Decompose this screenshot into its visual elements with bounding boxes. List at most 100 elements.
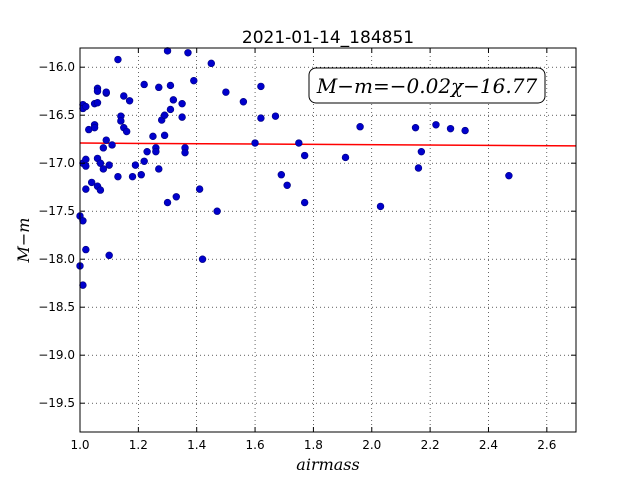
y-tick-label: −17.5 xyxy=(38,204,75,218)
x-tick-label: 2.4 xyxy=(479,438,498,452)
data-point xyxy=(376,202,385,211)
data-point xyxy=(114,172,122,181)
data-point xyxy=(140,157,148,165)
data-point xyxy=(122,127,131,136)
data-point xyxy=(181,148,189,157)
y-tick-label: −18.5 xyxy=(38,300,75,314)
y-tick-label: −19.5 xyxy=(38,396,75,410)
axis-ticks xyxy=(79,48,576,432)
fit-line xyxy=(79,142,577,147)
fit-line-layer xyxy=(79,142,577,147)
x-tick-label: 1.8 xyxy=(304,438,323,452)
data-point xyxy=(137,171,145,179)
data-point xyxy=(277,171,286,179)
data-point xyxy=(461,126,469,135)
data-point xyxy=(356,123,364,131)
y-tick-label: −16.0 xyxy=(38,60,75,74)
x-tick-label: 1.2 xyxy=(129,438,148,452)
grid-lines xyxy=(79,48,576,432)
data-point xyxy=(82,102,90,111)
data-point xyxy=(96,159,105,167)
x-tick-label: 1.4 xyxy=(187,438,206,452)
data-point xyxy=(446,124,455,133)
x-tick-label: 1.0 xyxy=(70,438,89,452)
data-point xyxy=(411,123,420,132)
x-tick-label: 2.2 xyxy=(421,438,440,452)
data-point xyxy=(213,207,221,215)
data-point xyxy=(82,155,90,164)
data-point xyxy=(505,171,513,180)
data-point xyxy=(239,98,248,106)
data-point xyxy=(152,147,160,156)
data-point xyxy=(222,88,230,96)
data-point xyxy=(120,92,128,100)
data-point xyxy=(102,88,110,96)
y-tick-label: −16.5 xyxy=(38,108,75,122)
y-tick-label: −19.0 xyxy=(38,348,75,362)
data-point xyxy=(257,114,265,122)
data-point xyxy=(190,76,198,85)
data-point xyxy=(271,112,280,120)
data-point xyxy=(257,82,265,91)
plot-frame xyxy=(79,47,577,433)
data-point xyxy=(102,136,110,144)
data-point xyxy=(163,198,172,207)
x-tick-labels: 1.0 1.2 1.4 1.6 1.8 2.0 2.2 2.4 2.6 xyxy=(70,438,556,452)
data-point xyxy=(79,217,87,225)
data-point xyxy=(143,147,151,156)
data-point xyxy=(172,193,180,201)
data-point xyxy=(207,59,215,68)
data-point xyxy=(184,49,192,57)
data-point xyxy=(341,153,350,162)
data-point xyxy=(300,151,309,160)
data-point xyxy=(295,139,303,147)
data-point xyxy=(125,97,134,105)
data-point xyxy=(105,161,113,169)
data-point xyxy=(166,105,175,114)
data-point xyxy=(163,47,172,55)
data-point xyxy=(417,147,426,156)
y-tick-labels: −16.0 −16.5 −17.0 −17.5 −18.0 −18.5 −19.0 −19.5 xyxy=(38,60,75,410)
data-point xyxy=(128,172,137,181)
data-point xyxy=(93,99,102,107)
y-tick-label: −17.0 xyxy=(38,156,75,170)
x-tick-label: 1.6 xyxy=(246,438,265,452)
data-point xyxy=(251,139,259,147)
data-point xyxy=(198,255,207,263)
data-point xyxy=(96,186,105,194)
annotation-box xyxy=(308,67,546,104)
data-point xyxy=(99,144,108,152)
data-point xyxy=(178,113,186,121)
data-point xyxy=(169,96,178,104)
x-tick-label: 2.0 xyxy=(362,438,381,452)
data-point xyxy=(90,123,99,132)
data-point xyxy=(414,164,423,172)
annotation-text: M−m=−0.02χ−16.77 xyxy=(316,74,538,98)
x-axis-label: airmass xyxy=(296,455,359,474)
data-point xyxy=(82,162,90,170)
data-point xyxy=(99,165,108,173)
y-tick-label: −18.0 xyxy=(38,252,75,266)
data-point xyxy=(432,121,440,129)
data-point xyxy=(300,198,309,207)
data-point xyxy=(82,245,90,254)
y-axis-label: M−m xyxy=(14,218,33,264)
data-point xyxy=(160,131,169,140)
data-point xyxy=(82,185,90,193)
data-point xyxy=(87,178,96,187)
data-point xyxy=(105,251,113,260)
data-point xyxy=(117,117,125,125)
data-point xyxy=(160,111,169,119)
data-point xyxy=(178,99,186,108)
data-point xyxy=(155,83,163,92)
data-point xyxy=(283,181,291,189)
data-point xyxy=(79,281,87,289)
data-point xyxy=(114,55,122,64)
data-point xyxy=(93,87,102,95)
data-point xyxy=(155,165,163,173)
fit-annotation: M−m=−0.02χ−16.77 xyxy=(308,67,546,104)
data-point xyxy=(108,141,116,149)
data-point xyxy=(149,132,157,141)
data-point xyxy=(195,185,204,193)
